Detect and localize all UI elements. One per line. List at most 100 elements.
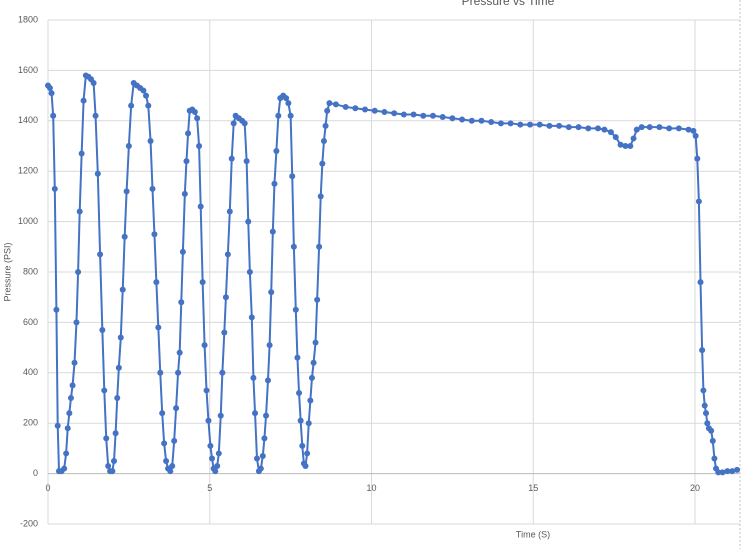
data-point [517, 121, 524, 128]
data-point [299, 442, 306, 449]
data-point [221, 329, 228, 336]
data-point [697, 279, 704, 286]
data-point [317, 193, 324, 200]
data-point [51, 185, 58, 192]
data-point [283, 95, 290, 102]
data-point [617, 141, 624, 148]
data-point [212, 468, 219, 475]
data-point [147, 137, 154, 144]
data-point [125, 143, 132, 149]
data-point [110, 458, 117, 464]
data-point [324, 107, 331, 114]
data-point [54, 422, 61, 429]
data-point [71, 359, 78, 366]
data-point [638, 124, 645, 131]
data-point [101, 387, 108, 394]
data-point [159, 410, 166, 417]
data-point [157, 369, 164, 376]
data-point [646, 124, 653, 131]
data-point [140, 87, 147, 94]
data-point [253, 455, 260, 462]
data-point [362, 106, 369, 113]
data-point [176, 349, 183, 356]
data-point [69, 382, 76, 389]
data-point [155, 324, 162, 331]
data-point [310, 359, 317, 366]
data-point [371, 107, 378, 114]
data-point [197, 203, 204, 210]
data-point [488, 119, 495, 126]
data-point [285, 100, 292, 107]
data-point [161, 440, 168, 447]
data-point [75, 269, 82, 275]
data-point [692, 132, 699, 139]
data-point [314, 296, 321, 303]
data-point [201, 342, 208, 349]
data-point [536, 121, 543, 128]
data-point [261, 435, 268, 442]
data-point [527, 121, 534, 128]
data-point [245, 218, 252, 225]
data-point [449, 115, 456, 122]
data-point [219, 369, 226, 376]
data-point [94, 170, 101, 177]
data-point [459, 116, 466, 123]
data-point [690, 127, 697, 134]
data-point [243, 158, 250, 165]
data-point [429, 112, 436, 119]
data-point [105, 463, 112, 470]
data-point [183, 158, 190, 165]
data-point [194, 115, 201, 122]
data-point [203, 387, 210, 394]
data-point [119, 286, 126, 293]
data-point [391, 110, 398, 117]
data-point [252, 410, 259, 417]
data-point [226, 208, 233, 215]
data-point [439, 114, 446, 121]
data-point [76, 208, 83, 215]
data-point [666, 125, 673, 132]
data-point [246, 269, 253, 275]
data-point [695, 198, 702, 205]
data-point [215, 450, 222, 457]
data-point [622, 143, 629, 149]
data-point [114, 395, 121, 401]
data-point [78, 150, 85, 157]
data-point [109, 468, 116, 475]
data-point [185, 130, 192, 137]
data-point [92, 112, 99, 119]
data-point [268, 289, 275, 296]
data-point [410, 111, 417, 118]
data-point [308, 374, 315, 381]
data-point [656, 124, 663, 131]
data-point [607, 129, 614, 136]
data-point [241, 120, 248, 127]
data-point [67, 395, 74, 401]
y-tick-label: 1600 [18, 65, 38, 75]
data-point [207, 442, 214, 449]
data-point [214, 463, 221, 470]
data-point [287, 112, 294, 119]
data-point [230, 120, 237, 127]
data-point [169, 463, 176, 470]
data-point [121, 233, 128, 240]
data-point [565, 124, 572, 131]
x-axis-label: Time (S) [516, 529, 550, 539]
data-point [248, 314, 255, 321]
data-point [167, 468, 174, 475]
data-point [302, 463, 309, 470]
data-point [507, 120, 514, 127]
data-point [289, 173, 296, 180]
data-point [612, 134, 619, 141]
data-point [61, 465, 68, 472]
data-point [594, 125, 601, 132]
data-point [128, 102, 135, 109]
data-point [701, 402, 708, 409]
data-point [179, 248, 186, 255]
y-tick-label: 1800 [18, 14, 38, 24]
data-point [497, 120, 504, 127]
data-point [264, 377, 271, 384]
data-point [80, 97, 87, 104]
data-point [468, 117, 475, 124]
